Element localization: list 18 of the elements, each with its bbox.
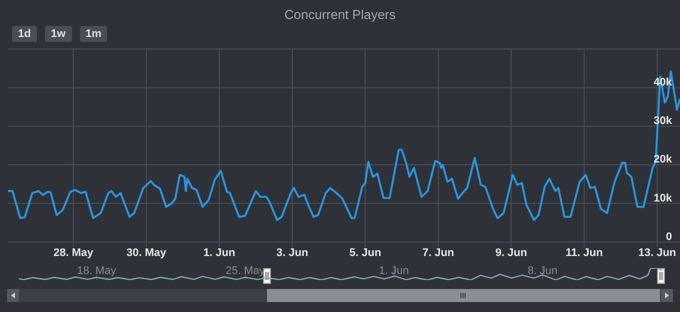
range-button[interactable]: 1w: [44, 26, 72, 42]
range-button[interactable]: 1d: [12, 26, 37, 42]
x-tick-label: 3. Jun: [276, 246, 308, 259]
x-tick-label: 7. Jun: [422, 246, 454, 259]
x-tick-label: 9. Jun: [495, 246, 528, 259]
y-tick-label: 0: [666, 230, 672, 243]
range-button[interactable]: 1m: [80, 26, 108, 42]
x-tick-label: 28. May: [54, 246, 94, 259]
chart-title: Concurrent Players: [283, 7, 397, 22]
y-tick-label: 10k: [654, 192, 673, 204]
x-tick-label: 13. Jun: [638, 246, 676, 259]
x-tick-label: 18. May: [77, 264, 117, 277]
x-tick-label: 1. Jun: [378, 264, 409, 277]
x-tick-label: 8. Jun: [528, 264, 558, 277]
x-tick-label: 30. May: [126, 246, 168, 259]
x-tick-label: 11. Jun: [566, 246, 604, 259]
x-tick-label: 1. Jun: [203, 246, 236, 259]
x-tick-label: 5. Jun: [349, 246, 382, 259]
